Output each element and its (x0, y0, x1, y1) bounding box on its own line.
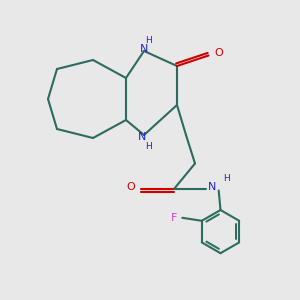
Text: H: H (145, 36, 152, 45)
Text: N: N (138, 131, 147, 142)
Text: H: H (145, 142, 152, 151)
Text: N: N (208, 182, 216, 193)
Text: F: F (171, 213, 177, 223)
Text: O: O (126, 182, 135, 193)
Text: N: N (140, 44, 148, 55)
Text: H: H (223, 174, 230, 183)
Text: O: O (214, 47, 224, 58)
